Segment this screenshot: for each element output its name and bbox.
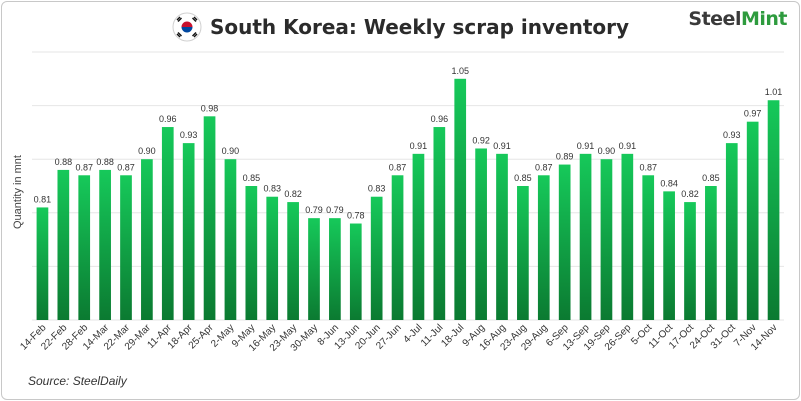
data-label: 1.05 — [451, 66, 469, 76]
bar-19-Sep — [600, 159, 613, 320]
grid-lines — [32, 51, 784, 321]
data-label: 0.87 — [75, 162, 93, 172]
bar-31-Oct — [725, 143, 738, 320]
data-labels-group: 0.810.880.870.880.870.900.960.930.980.90… — [34, 66, 783, 221]
bar-25-Apr — [203, 116, 216, 320]
bar-11-Oct — [663, 191, 675, 320]
source-note: Source: SteelDaily — [28, 374, 127, 388]
bar-26-Sep — [621, 153, 634, 320]
bar-9-May — [245, 186, 258, 320]
data-label: 0.96 — [431, 114, 449, 124]
bar-11-Apr — [161, 127, 174, 320]
data-label: 0.92 — [472, 135, 490, 145]
data-label: 0.82 — [284, 189, 302, 199]
data-label: 0.78 — [347, 211, 365, 221]
title-bar: South Korea: Weekly scrap inventory — [0, 12, 801, 46]
data-label: 0.87 — [389, 162, 407, 172]
steelmint-logo: SteelMint — [688, 8, 787, 30]
x-tick-labels-group: 14-Feb22-Feb28-Feb14-Mar22-Mar29-Mar11-A… — [18, 322, 779, 354]
data-label: 0.88 — [96, 157, 114, 167]
data-label: 0.81 — [34, 194, 52, 204]
bar-18-Jul — [454, 78, 467, 320]
bar-8-Jun — [329, 218, 341, 320]
data-label: 0.96 — [159, 114, 177, 124]
data-label: 0.84 — [660, 178, 678, 188]
bar-14-Feb — [36, 207, 49, 320]
data-label: 0.79 — [305, 205, 323, 215]
bar-2-May — [224, 159, 237, 320]
bar-23-May — [287, 202, 299, 320]
data-label: 0.90 — [598, 146, 616, 156]
chart-title-group: South Korea: Weekly scrap inventory — [172, 12, 629, 42]
bar-29-Mar — [141, 159, 153, 320]
data-label: 0.93 — [723, 130, 741, 140]
data-label: 0.85 — [514, 173, 532, 183]
bar-22-Feb — [57, 169, 70, 320]
data-label: 0.87 — [639, 162, 657, 172]
data-label: 0.91 — [577, 141, 595, 151]
data-label: 0.83 — [263, 184, 281, 194]
data-label: 0.85 — [702, 173, 720, 183]
bar-28-Feb — [78, 175, 91, 320]
brand-left-text: Steel — [688, 8, 741, 30]
data-label: 0.89 — [556, 152, 574, 162]
bar-7-Nov — [746, 121, 759, 321]
data-label: 0.83 — [368, 184, 386, 194]
data-label: 0.87 — [117, 162, 135, 172]
bar-14-Mar — [99, 169, 111, 320]
data-label: 1.01 — [765, 87, 783, 97]
bar-13-Sep — [579, 153, 592, 320]
south-korea-flag-icon — [172, 12, 202, 42]
bar-4-Jul — [412, 153, 425, 320]
bar-9-Aug — [475, 148, 487, 320]
data-label: 0.93 — [180, 130, 198, 140]
bar-17-Oct — [684, 202, 696, 320]
bars-group — [36, 78, 780, 321]
data-label: 0.90 — [138, 146, 156, 156]
data-label: 0.90 — [222, 146, 240, 156]
data-label: 0.98 — [201, 103, 219, 113]
data-label: 0.97 — [744, 109, 762, 119]
bar-30-May — [308, 218, 320, 320]
bar-11-Jul — [433, 127, 446, 320]
chart-title: South Korea: Weekly scrap inventory — [209, 15, 630, 39]
bar-13-Jun — [349, 223, 362, 320]
bar-16-May — [266, 196, 279, 320]
data-label: 0.91 — [493, 141, 511, 151]
data-label: 0.85 — [243, 173, 261, 183]
bar-5-Oct — [642, 175, 655, 320]
x-tick-label: 18-Jul — [439, 322, 466, 349]
data-label: 0.91 — [619, 141, 637, 151]
bar-22-Mar — [120, 175, 132, 320]
data-label: 0.79 — [326, 205, 344, 215]
bar-14-Nov — [767, 100, 780, 321]
data-label: 0.91 — [410, 141, 428, 151]
bar-6-Sep — [558, 164, 571, 320]
bar-24-Oct — [705, 186, 717, 320]
bar-18-Apr — [182, 143, 195, 320]
data-label: 0.87 — [535, 162, 553, 172]
bar-16-Aug — [496, 153, 508, 320]
bar-23-Aug — [517, 186, 529, 320]
brand-right-text: Mint — [740, 8, 788, 30]
data-label: 0.82 — [681, 189, 699, 199]
bar-20-Jun — [370, 196, 383, 320]
bar-27-Jun — [391, 175, 404, 320]
x-tick-label: 25-Apr — [187, 322, 216, 351]
data-label: 0.88 — [55, 157, 73, 167]
bar-29-Aug — [537, 175, 550, 320]
